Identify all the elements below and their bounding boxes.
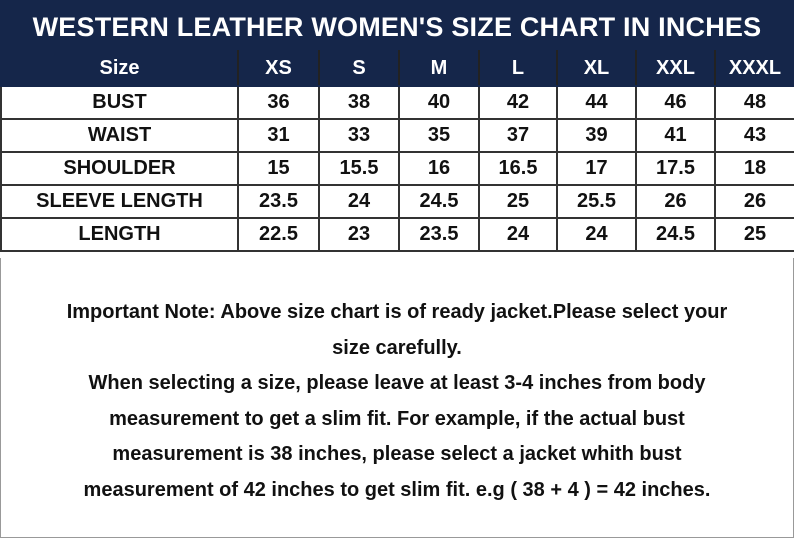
table-cell: 31	[237, 118, 320, 153]
table-cell: 22.5	[237, 217, 320, 252]
table-cell: 17.5	[635, 151, 716, 186]
table-cell: 38	[318, 85, 400, 120]
table-cell: 24	[478, 217, 558, 252]
table-row: BUST 36 38 40 42 44 46 48	[0, 85, 794, 120]
note-line: size carefully.	[332, 336, 462, 359]
table-cell: 16.5	[478, 151, 558, 186]
table-cell: 36	[237, 85, 320, 120]
note-line: When selecting a size, please leave at l…	[88, 372, 706, 394]
table-cell: 48	[714, 85, 794, 120]
table-cell: 24.5	[635, 217, 716, 252]
table-row: SLEEVE LENGTH 23.5 24 24.5 25 25.5 26 26	[0, 184, 794, 219]
table-cell: 25	[714, 217, 794, 252]
row-label: SLEEVE LENGTH	[0, 184, 239, 219]
table-cell: 16	[398, 151, 480, 186]
note-line: measurement of 42 inches to get slim fit…	[83, 478, 711, 501]
table-cell: 40	[398, 85, 480, 120]
table-row: SHOULDER 15 15.5 16 16.5 17 17.5 18	[0, 151, 794, 186]
table-cell: 24	[318, 184, 400, 219]
table-cell: 35	[398, 118, 480, 153]
table-cell: 23.5	[237, 184, 320, 219]
table-cell: 24.5	[398, 184, 480, 219]
column-header: S	[318, 50, 400, 87]
column-header: M	[398, 50, 480, 87]
table-cell: 26	[635, 184, 716, 219]
table-cell: 23.5	[398, 217, 480, 252]
column-header: XS	[237, 50, 320, 87]
important-note: Important Note: Above size chart is of r…	[0, 295, 794, 508]
table-cell: 25	[478, 184, 558, 219]
note-line: measurement is 38 inches, please select …	[112, 443, 682, 465]
column-header: L	[478, 50, 558, 87]
table-cell: 26	[714, 184, 794, 219]
column-header: XXXL	[714, 50, 794, 87]
table-cell: 44	[556, 85, 637, 120]
table-cell: 33	[318, 118, 400, 153]
table-row: LENGTH 22.5 23 23.5 24 24 24.5 25	[0, 217, 794, 252]
table-cell: 15	[237, 151, 320, 186]
note-line: measurement to get a slim fit. For examp…	[109, 407, 685, 430]
column-header: Size	[0, 50, 239, 87]
table-cell: 25.5	[556, 184, 637, 219]
row-label: WAIST	[0, 118, 239, 153]
row-label: SHOULDER	[0, 151, 239, 186]
table-cell: 41	[635, 118, 716, 153]
table-cell: 18	[714, 151, 794, 186]
table-cell: 42	[478, 85, 558, 120]
table-cell: 37	[478, 118, 558, 153]
header-row: Size XS S M L XL XXL XXXL	[0, 50, 794, 87]
table-cell: 43	[714, 118, 794, 153]
table-cell: 24	[556, 217, 637, 252]
row-label: LENGTH	[0, 217, 239, 252]
table-cell: 23	[318, 217, 400, 252]
table-row: WAIST 31 33 35 37 39 41 43	[0, 118, 794, 153]
table-cell: 17	[556, 151, 637, 186]
size-chart-table: Size XS S M L XL XXL XXXL BUST 36 38 40 42 44 46 48 WAI…	[0, 50, 794, 252]
table-cell: 39	[556, 118, 637, 153]
chart-title: WESTERN LEATHER WOMEN'S SIZE CHART IN IN…	[0, 0, 794, 50]
note-line: Important Note: Above size chart is of r…	[66, 301, 728, 323]
column-header: XXL	[635, 50, 716, 87]
table-cell: 15.5	[318, 151, 400, 186]
table-cell: 46	[635, 85, 716, 120]
row-label: BUST	[0, 85, 239, 120]
column-header: XL	[556, 50, 637, 87]
